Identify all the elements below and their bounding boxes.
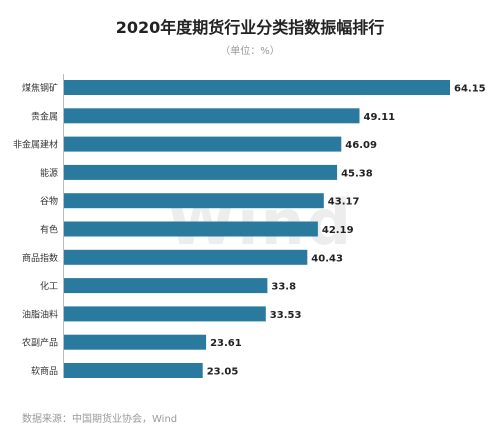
bar (64, 221, 318, 237)
data-source-note: 数据来源：中国期货业协会，Wind (22, 414, 178, 425)
value-label: 42.19 (322, 225, 354, 236)
value-label: 45.38 (341, 168, 373, 179)
bar (64, 136, 342, 152)
value-label: 33.8 (271, 282, 296, 293)
category-label: 油脂油料 (22, 308, 58, 320)
value-label: 23.05 (207, 367, 239, 378)
bar (64, 249, 308, 265)
bar (64, 363, 203, 378)
value-label: 40.43 (311, 253, 343, 264)
value-label: 64.15 (454, 84, 486, 95)
bar (64, 334, 207, 350)
bar (64, 80, 450, 95)
bars-layer: 煤焦钢矿 64.15 贵金属 49.11 非金属建材 46.09 能源 45.38 谷物 43.1… (13, 80, 486, 378)
category-label: 商品指数 (22, 252, 58, 264)
bar (64, 193, 324, 209)
value-label: 33.53 (270, 310, 302, 321)
category-label: 软商品 (31, 365, 58, 377)
value-label: 46.09 (345, 140, 377, 151)
category-label: 煤焦钢矿 (22, 82, 58, 94)
value-label: 43.17 (328, 197, 360, 208)
chart-subtitle: （单位：%） (220, 46, 280, 57)
category-label: 农副产品 (22, 337, 58, 349)
value-label: 49.11 (364, 112, 396, 123)
bar (64, 108, 360, 124)
bar (64, 306, 266, 322)
category-label: 有色 (40, 224, 58, 236)
value-label: 23.61 (210, 338, 242, 349)
category-label: 谷物 (40, 195, 58, 207)
chart-title: 2020年度期货行业分类指数振幅排行 (115, 18, 385, 37)
category-label: 贵金属 (31, 110, 58, 122)
bar (64, 164, 338, 180)
category-label: 非金属建材 (13, 139, 58, 151)
bar (64, 278, 268, 294)
category-label: 能源 (40, 167, 58, 179)
category-label: 化工 (40, 280, 58, 292)
